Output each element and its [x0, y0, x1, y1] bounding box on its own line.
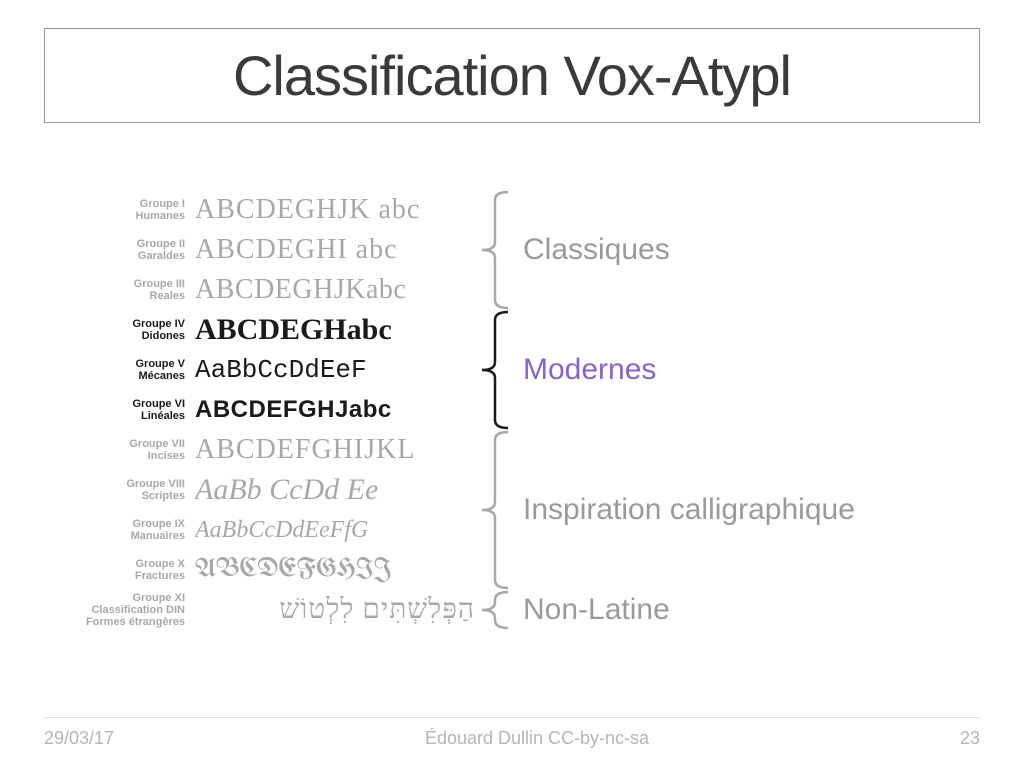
type-specimen: AaBbCcDdEeF	[195, 357, 475, 383]
group-row: Groupe VILinéalesABCDEFGHJabc	[0, 390, 475, 430]
group-label: Groupe VILinéales	[0, 398, 195, 422]
type-specimen: ABCDEGHabc	[195, 315, 475, 345]
group-label: Groupe XFractures	[0, 558, 195, 582]
brace-icon	[475, 590, 515, 630]
slide-title: Classification Vox-Atypl	[45, 43, 979, 108]
title-box: Classification Vox-Atypl	[44, 28, 980, 123]
group-label: Groupe VIIIncises	[0, 438, 195, 462]
group-row: Groupe IIGaraldesABCDEGHI abc	[0, 230, 475, 270]
type-specimen: AaBbCcDdEeFfG	[195, 518, 475, 542]
slide-footer: 29/03/17 Édouard Dullin CC-by-nc-sa 23	[44, 717, 980, 749]
classification-diagram: Groupe IHumanesABCDEGHJK abcGroupe IIGar…	[0, 190, 1024, 630]
group-label: Groupe XIClassification DINFormes étrang…	[0, 592, 195, 628]
type-specimen: ABCDEFGHIJ	[195, 557, 475, 583]
category-label: Classiques	[515, 233, 670, 267]
group-label: Groupe VIIIScriptes	[0, 478, 195, 502]
brace-icon	[475, 310, 515, 430]
group-label: Groupe IIIReales	[0, 278, 195, 302]
category-non-latine: Groupe XIClassification DINFormes étrang…	[0, 590, 1024, 630]
category-label: Inspiration calligraphique	[515, 493, 855, 527]
group-row: Groupe XFracturesABCDEFGHIJ	[0, 550, 475, 590]
group-label: Groupe IVDidones	[0, 318, 195, 342]
group-row: Groupe IIIRealesABCDEGHJKabc	[0, 270, 475, 310]
category-inspiration-calligraphique: Groupe VIIIncisesABCDEFGHIJKLGroupe VIII…	[0, 430, 1024, 590]
category-modernes: Groupe IVDidonesABCDEGHabcGroupe VMécane…	[0, 310, 1024, 430]
type-specimen: ABCDEFGHIJKL	[195, 436, 475, 464]
category-classiques: Groupe IHumanesABCDEGHJK abcGroupe IIGar…	[0, 190, 1024, 310]
type-specimen: AaBb CcDd Ee	[195, 475, 475, 505]
group-label: Groupe IHumanes	[0, 198, 195, 222]
footer-date: 29/03/17	[44, 728, 114, 749]
group-row: Groupe IXManuairesAaBbCcDdEeFfG	[0, 510, 475, 550]
footer-page: 23	[960, 728, 980, 749]
type-specimen: הַפְּלִשְׁתִּים לִלְטוֹשׁ	[195, 596, 475, 624]
group-row: Groupe VMécanesAaBbCcDdEeF	[0, 350, 475, 390]
group-row: Groupe XIClassification DINFormes étrang…	[0, 590, 475, 630]
footer-author: Édouard Dullin CC-by-nc-sa	[425, 728, 649, 749]
group-label: Groupe IIGaraldes	[0, 238, 195, 262]
category-label: Non-Latine	[515, 593, 670, 627]
type-specimen: ABCDEGHJKabc	[195, 276, 475, 304]
group-row: Groupe IVDidonesABCDEGHabc	[0, 310, 475, 350]
group-row: Groupe VIIIncisesABCDEFGHIJKL	[0, 430, 475, 470]
group-row: Groupe VIIIScriptesAaBb CcDd Ee	[0, 470, 475, 510]
type-specimen: ABCDEFGHJabc	[195, 398, 475, 422]
group-label: Groupe IXManuaires	[0, 518, 195, 542]
type-specimen: ABCDEGHI abc	[195, 236, 475, 264]
type-specimen: ABCDEGHJK abc	[195, 196, 475, 224]
brace-icon	[475, 190, 515, 310]
category-label: Modernes	[515, 353, 656, 387]
group-row: Groupe IHumanesABCDEGHJK abc	[0, 190, 475, 230]
group-label: Groupe VMécanes	[0, 358, 195, 382]
brace-icon	[475, 430, 515, 590]
